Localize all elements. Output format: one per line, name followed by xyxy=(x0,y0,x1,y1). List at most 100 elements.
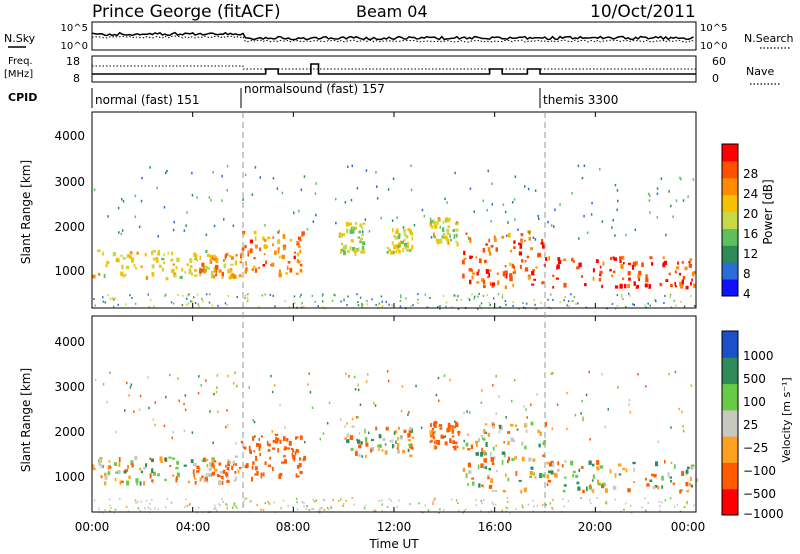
ground-scatter-cell xyxy=(247,293,249,296)
echo-cell-band-7 xyxy=(599,270,603,275)
echo-cell-band-6 xyxy=(469,238,472,243)
echo-cell-band-4 xyxy=(433,444,437,450)
xtick-2400: 00:00 xyxy=(671,520,706,534)
echo-cell-band-1 xyxy=(228,254,232,258)
echo-cell-band-4 xyxy=(437,440,441,445)
echo-cell-band-4 xyxy=(432,422,437,427)
ground-scatter-cell xyxy=(515,508,517,511)
ground-scatter-cell xyxy=(284,300,286,303)
sparse-echo-cell xyxy=(556,403,559,406)
ground-scatter-cell xyxy=(312,508,315,510)
echo-cell-band-3 xyxy=(349,222,352,226)
sparse-echo-cell xyxy=(183,229,186,232)
sparse-echo-cell xyxy=(252,419,254,422)
sparse-echo-cell xyxy=(583,214,585,218)
ground-scatter-cell xyxy=(396,505,399,508)
echo-cell-band-5 xyxy=(499,424,502,429)
sparse-echo-cell xyxy=(607,408,609,411)
echo-cell-band-6 xyxy=(589,484,592,487)
echo-cell-band-0 xyxy=(186,263,189,266)
ground-scatter-cell xyxy=(117,303,119,306)
echo-cell-band-7 xyxy=(627,271,631,276)
xtick-0000: 00:00 xyxy=(75,520,110,534)
sparse-echo-cell xyxy=(469,411,471,414)
ground-scatter-cell xyxy=(518,307,520,310)
echo-cell-band-5 xyxy=(533,472,535,476)
echo-cell-band-3 xyxy=(360,441,363,445)
ground-scatter-cell xyxy=(675,304,677,307)
echo-cell-band-7 xyxy=(651,262,654,266)
ground-scatter-cell xyxy=(507,507,509,510)
echo-cell-band-4 xyxy=(404,242,407,247)
echo-cell-band-1 xyxy=(218,480,222,486)
echo-cell-band-2 xyxy=(252,461,255,465)
echo-cell-band-0 xyxy=(199,477,202,482)
sparse-echo-cell xyxy=(217,410,219,413)
ground-scatter-cell xyxy=(398,499,400,502)
echo-cell-band-0 xyxy=(92,467,96,471)
ground-scatter-cell xyxy=(190,300,192,303)
echo-cell-band-6 xyxy=(596,467,600,471)
echo-cell-band-0 xyxy=(123,274,126,278)
echo-cell-band-0 xyxy=(129,255,132,259)
nsearch-tick-bottom: 10^0 xyxy=(700,41,727,52)
echo-cell-band-6 xyxy=(541,239,544,244)
echo-cell-band-3 xyxy=(359,240,362,244)
ground-scatter-cell xyxy=(381,499,383,502)
echo-cell-band-5 xyxy=(523,487,527,493)
echo-cell-band-6 xyxy=(654,485,658,488)
ground-scatter-cell xyxy=(471,293,473,296)
echo-cell-band-7 xyxy=(571,257,574,262)
echo-cell-band-7 xyxy=(627,284,631,289)
echo-cell-band-6 xyxy=(546,474,550,479)
ground-scatter-cell xyxy=(439,307,441,310)
sparse-echo-cell xyxy=(107,215,109,218)
echo-cell-band-2 xyxy=(262,472,265,477)
cpid-label: CPID xyxy=(8,91,37,104)
ground-scatter-cell xyxy=(186,504,188,507)
ground-scatter-cell xyxy=(131,297,133,299)
ground-scatter-cell xyxy=(572,300,574,302)
echo-cell-band-2 xyxy=(296,243,300,246)
echo-cell-band-5 xyxy=(511,458,515,461)
echo-cell-band-5 xyxy=(478,483,481,488)
echo-cell-band-5 xyxy=(516,428,519,431)
echo-cell-band-2 xyxy=(259,452,261,457)
echo-cell-band-5 xyxy=(507,456,511,462)
echo-cell-band-0 xyxy=(104,472,107,477)
echo-cell-band-7 xyxy=(623,262,625,265)
echo-cell-band-3 xyxy=(375,426,378,431)
ground-scatter-cell xyxy=(319,507,322,510)
echo-cell-band-6 xyxy=(478,258,482,264)
ground-scatter-cell xyxy=(505,506,508,509)
sparse-echo-cell xyxy=(191,194,194,197)
echo-cell-band-6 xyxy=(489,281,492,286)
sparse-echo-cell xyxy=(589,438,591,441)
echo-cell-band-3 xyxy=(354,251,357,256)
echo-cell-band-4 xyxy=(457,430,461,434)
echo-cell-band-1 xyxy=(233,462,235,466)
echo-cell-band-2 xyxy=(299,471,303,475)
echo-cell-band-0 xyxy=(151,458,154,462)
sparse-echo-cell xyxy=(526,416,528,419)
sparse-echo-cell xyxy=(376,185,378,188)
sparse-echo-cell xyxy=(156,186,158,190)
echo-cell-band-2 xyxy=(254,236,257,241)
sparse-echo-cell xyxy=(423,214,426,218)
ground-scatter-cell xyxy=(552,298,554,301)
power-ytick-1000: 1000 xyxy=(54,264,85,278)
echo-cell-band-1 xyxy=(216,258,219,263)
sparse-echo-cell xyxy=(279,404,281,407)
sparse-echo-cell xyxy=(614,183,617,187)
ground-scatter-cell xyxy=(577,302,579,305)
ground-scatter-cell xyxy=(451,306,453,309)
echo-cell-band-2 xyxy=(287,447,291,450)
echo-cell-band-5 xyxy=(483,464,486,468)
ground-scatter-cell xyxy=(110,507,112,510)
echo-cell-band-6 xyxy=(572,470,576,474)
sparse-echo-cell xyxy=(495,374,497,378)
power-colorbar xyxy=(721,143,739,297)
ground-scatter-cell xyxy=(321,294,324,297)
echo-cell-band-0 xyxy=(103,273,106,279)
echo-cell-band-0 xyxy=(128,475,131,479)
